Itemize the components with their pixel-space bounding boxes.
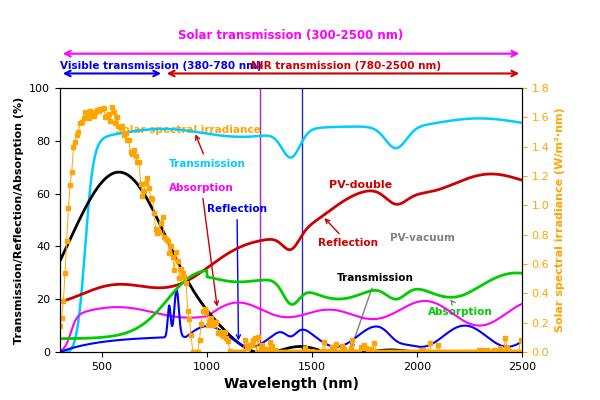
Text: Reflection: Reflection [319,219,379,248]
Text: Reflection: Reflection [207,204,267,339]
Text: Solar spectral irradiance: Solar spectral irradiance [115,125,260,135]
Text: Absorption: Absorption [427,301,492,317]
Text: PV-double: PV-double [329,180,392,190]
Text: PV-vacuum: PV-vacuum [390,233,455,243]
Text: Visible transmission (380-780 nm): Visible transmission (380-780 nm) [60,61,262,71]
Text: Absorption: Absorption [169,183,234,305]
Text: NIR transmission (780-2500 nm): NIR transmission (780-2500 nm) [251,61,442,71]
Text: Transmission: Transmission [169,136,246,169]
Text: Solar transmission (300-2500 nm): Solar transmission (300-2500 nm) [178,29,404,42]
Y-axis label: Transmission/Reflection/Absorption (%): Transmission/Reflection/Absorption (%) [14,96,24,344]
X-axis label: Wavelength (nm): Wavelength (nm) [223,377,359,391]
Text: Transmission: Transmission [337,273,414,348]
Y-axis label: Solar spectral irradiance (W/m²·nm): Solar spectral irradiance (W/m²·nm) [555,108,565,332]
